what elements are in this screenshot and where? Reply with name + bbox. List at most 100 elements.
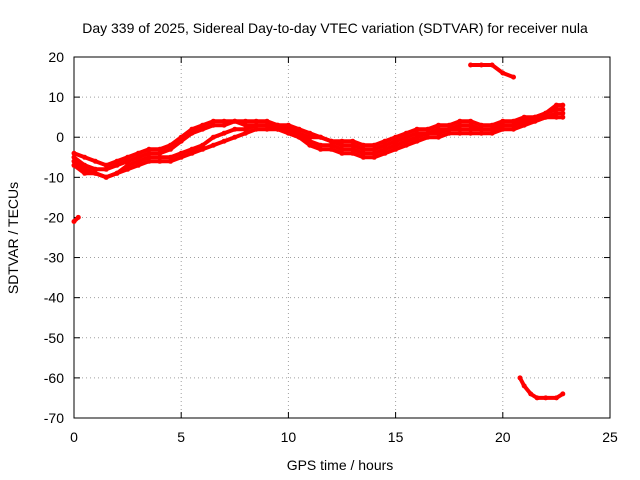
data-point <box>339 146 345 152</box>
data-point <box>178 154 184 160</box>
data-point <box>146 150 152 156</box>
data-point <box>350 146 356 152</box>
data-point <box>371 146 377 152</box>
data-point <box>382 150 388 156</box>
data-point <box>403 134 409 140</box>
data-point <box>521 118 527 124</box>
data-point <box>360 142 366 148</box>
data-point <box>82 154 88 160</box>
data-point <box>511 126 516 132</box>
data-point <box>296 134 302 140</box>
data-point <box>511 118 516 124</box>
grid-layer <box>74 57 610 418</box>
data-point <box>339 142 345 148</box>
data-point <box>168 154 173 160</box>
data-point <box>232 118 238 124</box>
data-point <box>200 146 206 152</box>
data-point <box>168 158 173 164</box>
y-tick-label: 20 <box>48 49 64 65</box>
data-point <box>189 126 195 132</box>
data-point <box>328 138 334 144</box>
data-point <box>328 146 334 152</box>
data-point <box>382 142 388 148</box>
data-point <box>125 158 131 164</box>
data-point <box>232 134 238 140</box>
data-point <box>157 146 163 152</box>
data-point <box>243 122 248 128</box>
data-point <box>307 130 313 136</box>
data-point <box>425 126 431 132</box>
y-tick-label: -10 <box>44 169 64 185</box>
data-point <box>360 146 366 152</box>
data-point <box>71 158 77 164</box>
data-point <box>253 126 259 132</box>
data-point <box>468 126 474 132</box>
data-point <box>560 391 566 397</box>
data-point <box>489 126 495 132</box>
tick-label-layer: 20 10 0 -10 -20 -30 -40 -50 -60 -70 0 5 10 15 20 25 <box>44 49 618 445</box>
data-point <box>221 138 227 144</box>
data-point <box>221 130 227 136</box>
data-point <box>92 166 98 172</box>
data-point <box>146 154 152 160</box>
data-point <box>253 122 259 128</box>
data-point <box>168 142 173 148</box>
data-point <box>500 126 506 132</box>
data-point <box>296 130 302 136</box>
data-point <box>157 150 163 156</box>
data-point <box>425 130 431 136</box>
data-point <box>168 146 173 152</box>
data-point <box>360 154 366 160</box>
data-point <box>178 134 184 140</box>
data-point <box>517 375 523 381</box>
data-point <box>339 150 345 156</box>
data-point <box>92 158 98 164</box>
data-point <box>71 154 77 160</box>
data-point <box>114 170 120 176</box>
data-point <box>489 130 495 136</box>
data-point <box>436 122 441 128</box>
data-point <box>285 130 291 136</box>
data-point <box>114 162 120 168</box>
data-point <box>414 130 420 136</box>
chart-title: Day 339 of 2025, Sidereal Day-to-day VTE… <box>82 20 588 36</box>
data-point <box>468 118 474 124</box>
y-tick-label: -60 <box>44 370 64 386</box>
data-point <box>534 395 540 401</box>
y-axis-title: SDTVAR / TECUs <box>5 182 21 294</box>
data-point <box>157 154 163 160</box>
data-point <box>200 142 206 148</box>
data-point <box>414 126 420 132</box>
data-point <box>189 150 195 156</box>
data-point <box>446 122 452 128</box>
data-point <box>200 122 206 128</box>
data-point <box>553 102 559 108</box>
x-tick-label: 25 <box>602 429 618 445</box>
data-point <box>521 383 527 389</box>
data-point <box>114 158 120 164</box>
data-point <box>264 122 270 128</box>
data-point <box>425 134 431 140</box>
data-point <box>403 142 409 148</box>
data-point <box>414 138 420 144</box>
data-point <box>221 122 227 128</box>
data-point <box>393 134 399 140</box>
data-point <box>371 142 377 148</box>
data-point <box>135 154 141 160</box>
data-point <box>92 170 98 176</box>
data-point <box>553 114 559 120</box>
data-point <box>232 126 238 132</box>
data-point <box>468 122 474 128</box>
data-point <box>511 122 516 128</box>
data-point <box>457 122 463 128</box>
data-point <box>553 110 559 116</box>
y-tick-label: 10 <box>48 89 64 105</box>
data-point <box>478 122 484 128</box>
data-point <box>393 146 399 152</box>
data-point <box>446 126 452 132</box>
y-tick-label: -20 <box>44 209 64 225</box>
data-point <box>125 154 131 160</box>
data-point <box>243 126 248 132</box>
data-point <box>414 134 420 140</box>
